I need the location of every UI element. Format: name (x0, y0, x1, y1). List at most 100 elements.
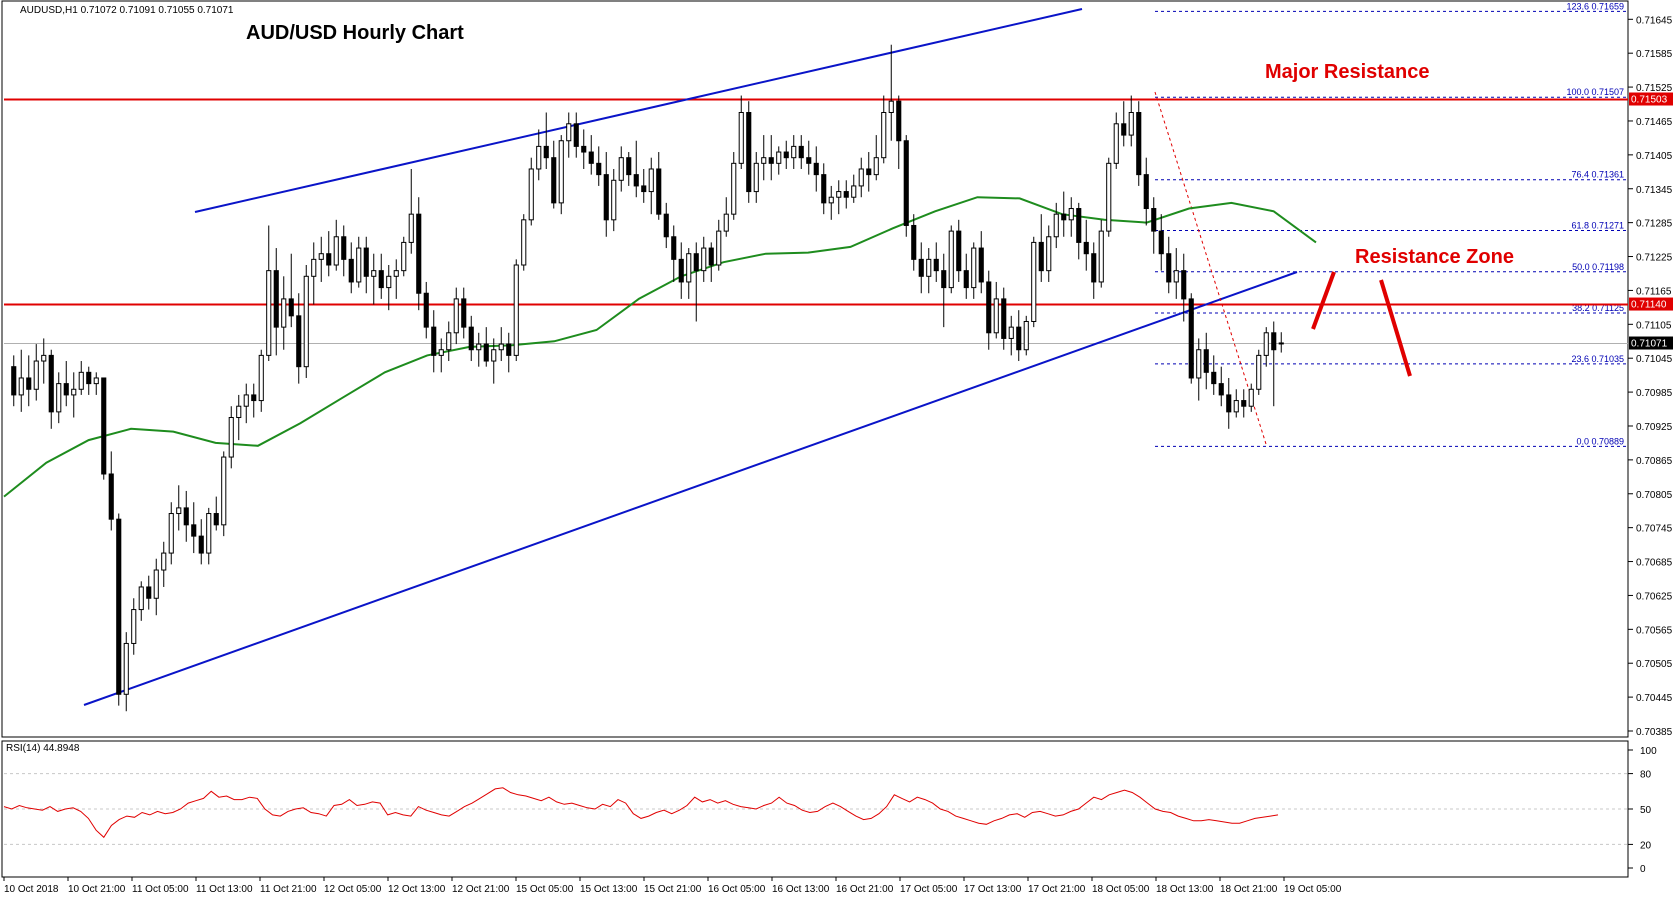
candle-down (1083, 241, 1089, 255)
candle-down (693, 253, 699, 272)
candle-down (1091, 253, 1097, 283)
candle-up (498, 343, 504, 351)
resistance-price-label: 0.71503 (1631, 95, 1668, 106)
candle-up (948, 230, 954, 289)
candle-up (1263, 332, 1269, 356)
candle-up (33, 360, 39, 390)
candle-down (843, 191, 849, 198)
candle-down (588, 151, 594, 164)
candle-up (266, 270, 272, 356)
candle-up (1106, 162, 1112, 232)
candle-down (911, 224, 917, 260)
candle-up (311, 258, 317, 277)
candle-up (131, 609, 137, 644)
time-tick-label: 16 Oct 13:00 (772, 884, 830, 895)
candle-down (461, 298, 467, 328)
candle-up (776, 151, 782, 164)
time-tick-label: 11 Oct 13:00 (196, 884, 253, 895)
candle-up (408, 213, 414, 243)
time-tick-label: 10 Oct 2018 (4, 884, 59, 895)
time-tick-label: 11 Oct 21:00 (260, 884, 317, 895)
candle-down (641, 185, 647, 193)
candle-up (716, 230, 722, 266)
candle-down (708, 247, 714, 266)
candle-down (1121, 123, 1127, 136)
chart-title: AUD/USD Hourly Chart (246, 22, 464, 44)
candle-down (1001, 298, 1007, 339)
candle-up (438, 349, 444, 356)
candle-up (536, 145, 542, 170)
candle-down (596, 162, 602, 176)
time-tick-label: 15 Oct 05:00 (516, 884, 574, 895)
candle-down (288, 298, 294, 317)
candle-up (528, 168, 534, 221)
candle-down (1143, 174, 1149, 210)
candle-up (1008, 326, 1014, 339)
candle-up (491, 349, 497, 362)
candle-down (896, 100, 902, 142)
fib-label: 76.4 0.71361 (1571, 170, 1624, 180)
candle-down (251, 394, 257, 402)
time-tick-label: 19 Oct 05:00 (1284, 884, 1342, 895)
candle-down (1226, 394, 1232, 413)
candle-up (71, 388, 77, 396)
candle-up (761, 157, 767, 164)
candle-up (791, 145, 797, 159)
candle-up (153, 569, 159, 599)
candle-up (93, 377, 99, 385)
candle-down (1203, 349, 1209, 373)
candle-down (1241, 400, 1247, 407)
price-tick-label: 0.71405 (1636, 151, 1673, 162)
candle-down (1211, 371, 1217, 385)
candle-down (506, 343, 512, 356)
candle-up (168, 513, 174, 554)
candle-down (783, 151, 789, 159)
price-tick-label: 0.70385 (1636, 727, 1673, 738)
price-tick-label: 0.71285 (1636, 219, 1673, 230)
candle-up (303, 275, 309, 368)
candle-up (558, 140, 564, 204)
candle-down (348, 258, 354, 283)
price-tick-label: 0.71225 (1636, 253, 1673, 264)
candle-down (116, 518, 122, 695)
candle-up (281, 298, 287, 328)
candle-down (551, 157, 557, 204)
candle-up (723, 213, 729, 232)
candle-down (813, 162, 819, 176)
price-tick-label: 0.70625 (1636, 591, 1673, 602)
candle-down (273, 270, 279, 328)
candle-up (393, 270, 399, 277)
candle-down (108, 473, 114, 520)
resistance-zone-label: Resistance Zone (1355, 246, 1514, 268)
candle-up (123, 642, 129, 695)
candle-up (56, 383, 62, 413)
candle-down (1218, 383, 1224, 396)
time-tick-label: 15 Oct 21:00 (644, 884, 702, 895)
candle-down (101, 377, 107, 475)
time-tick-label: 15 Oct 13:00 (580, 884, 638, 895)
price-tick-label: 0.71105 (1636, 320, 1672, 331)
candle-down (1076, 208, 1082, 243)
candle-down (918, 258, 924, 277)
candle-up (836, 191, 842, 198)
candle-up (753, 162, 759, 193)
fib-label: 23.6 0.71035 (1571, 354, 1624, 364)
price-tick-label: 0.71465 (1636, 117, 1673, 128)
time-tick-label: 10 Oct 21:00 (68, 884, 126, 895)
candle-up (888, 100, 894, 113)
candle-up (1068, 208, 1074, 221)
rsi-line (3, 787, 1279, 839)
candle-down (483, 343, 489, 362)
candle-up (258, 354, 264, 402)
time-tick-label: 16 Oct 05:00 (708, 884, 766, 895)
candle-up (138, 586, 144, 611)
candle-down (768, 157, 774, 164)
candle-down (431, 326, 437, 356)
candle-down (1016, 326, 1022, 351)
price-tick-label: 0.70985 (1636, 388, 1673, 399)
candle-down (416, 213, 422, 294)
rsi-tick-label: 80 (1640, 770, 1652, 781)
candle-down (903, 140, 909, 226)
candle-up (1113, 123, 1119, 164)
candle-up (513, 264, 519, 356)
